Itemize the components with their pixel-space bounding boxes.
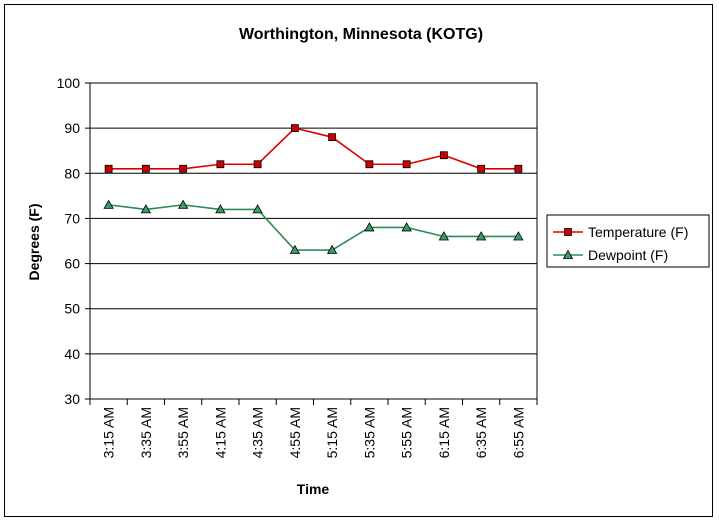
data-point <box>513 231 524 241</box>
x-tick-label: 5:55 AM <box>399 407 415 458</box>
y-axis-title: Degrees (F) <box>26 203 42 280</box>
data-point <box>215 204 226 214</box>
data-point <box>402 160 411 169</box>
plot-area <box>89 82 538 400</box>
series-line <box>108 127 519 170</box>
data-point <box>253 160 262 169</box>
x-tick-label: 5:35 AM <box>361 407 377 458</box>
legend-marker <box>562 249 574 259</box>
series-dewpoint <box>103 199 524 254</box>
x-tick-label: 3:55 AM <box>175 407 191 458</box>
y-tick-label: 40 <box>64 346 80 362</box>
x-tick-label: 6:55 AM <box>510 407 526 458</box>
x-tick-label: 3:35 AM <box>138 407 154 458</box>
legend-marker <box>564 228 572 236</box>
data-point <box>290 124 299 133</box>
series-temperature <box>104 124 523 173</box>
data-point <box>514 164 523 173</box>
series-line <box>108 204 519 251</box>
gridlines <box>85 82 537 400</box>
x-axis-title: Time <box>297 481 330 497</box>
legend-box <box>546 214 710 268</box>
data-point <box>328 133 337 142</box>
y-tick-label: 90 <box>64 120 80 136</box>
x-axis-tick-labels: 3:15 AM 3:35 AM 3:55 AM 4:15 AM 4:35 AM 4:55 … <box>101 407 527 458</box>
data-point <box>401 222 412 232</box>
y-axis-tick-labels: 30 40 50 60 70 80 90 100 <box>57 75 81 407</box>
x-tick-label: 6:15 AM <box>436 407 452 458</box>
data-point <box>104 164 113 173</box>
x-tick-label: 5:15 AM <box>324 407 340 458</box>
x-tick-label: 4:35 AM <box>250 407 266 458</box>
y-tick-label: 100 <box>57 75 81 91</box>
x-axis-ticks <box>89 399 538 405</box>
y-tick-label: 30 <box>64 391 80 407</box>
data-point <box>179 164 188 173</box>
data-point <box>216 160 225 169</box>
data-point <box>141 164 150 173</box>
y-tick-label: 50 <box>64 301 80 317</box>
data-point <box>289 244 301 254</box>
y-tick-label: 70 <box>64 210 80 226</box>
y-tick-label: 60 <box>64 256 80 272</box>
legend: Temperature (F) Dewpoint (F) <box>546 214 710 268</box>
data-point <box>438 231 450 241</box>
data-point <box>475 231 487 241</box>
x-tick-label: 4:15 AM <box>212 407 228 458</box>
legend-label: Dewpoint (F) <box>588 247 668 263</box>
data-point <box>365 160 374 169</box>
chart-title: Worthington, Minnesota (KOTG) <box>239 26 483 43</box>
data-point <box>477 164 486 173</box>
legend-label: Temperature (F) <box>588 224 688 240</box>
data-point <box>177 199 189 209</box>
data-point <box>439 151 448 160</box>
x-tick-label: 3:15 AM <box>101 407 117 458</box>
series-layer <box>103 124 524 254</box>
data-point <box>140 204 152 214</box>
data-point <box>103 199 114 209</box>
data-point <box>364 222 375 232</box>
data-point <box>252 204 263 214</box>
x-tick-label: 6:35 AM <box>473 407 489 458</box>
x-tick-label: 4:55 AM <box>287 407 303 458</box>
data-point <box>326 244 338 254</box>
y-tick-label: 80 <box>64 165 80 181</box>
